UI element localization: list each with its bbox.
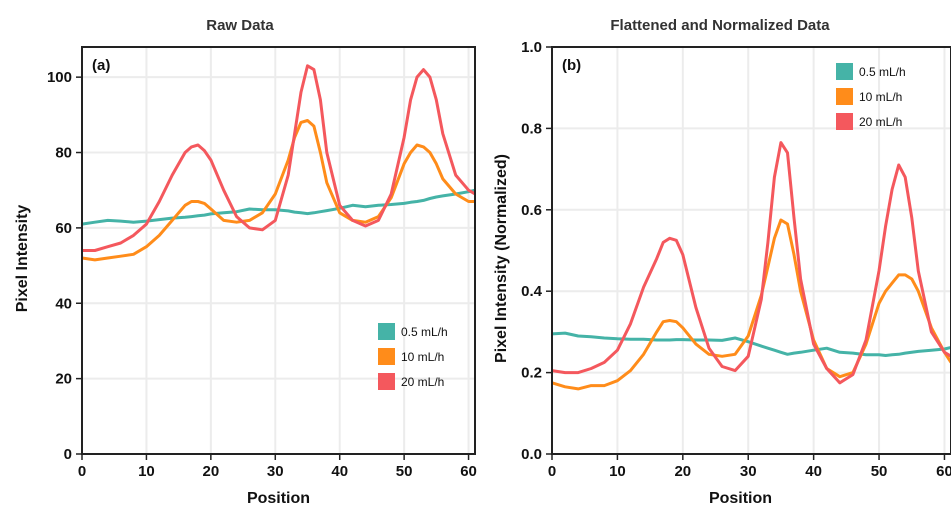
legend-swatch-2 [836,88,853,105]
x-tick-label: 20 [203,463,220,480]
x-tick-label: 30 [740,463,757,480]
legend: 0.5 mL/h 10 mL/h 20 mL/h [378,323,448,390]
plot-frame [551,46,951,455]
y-tick-label: 0.4 [521,283,543,300]
legend-label-2: 10 mL/h [401,350,444,364]
legend-swatch-1 [378,323,395,340]
legend-label-3: 20 mL/h [401,375,444,389]
legend-swatch-1 [836,63,853,80]
x-tick-label: 10 [138,463,155,480]
panel-label: (b) [562,57,581,74]
x-tick-label: 40 [331,463,348,480]
x-tick-label: 0 [548,463,556,480]
y-tick-label: 0.8 [521,120,542,137]
y-tick-label: 40 [55,295,72,312]
plot-frame [81,46,476,455]
y-tick-label: 0.0 [521,446,542,463]
chart-title: Raw Data [206,17,274,34]
legend-label-3: 20 mL/h [859,115,902,129]
x-tick-label: 50 [871,463,888,480]
legend-label-1: 0.5 mL/h [859,65,906,79]
legend-label-2: 10 mL/h [859,90,902,104]
series-line-1 [81,188,476,226]
plot-area [552,47,951,454]
y-tick-label: 0.6 [521,202,542,219]
series-line-3 [551,141,951,385]
y-tick-label: 100 [47,69,72,86]
y-tick-label: 0 [64,446,72,463]
y-axis-label: Pixel Intensity [14,205,31,313]
x-tick-label: 30 [267,463,284,480]
y-tick-label: 80 [55,145,72,162]
x-tick-label: 10 [609,463,626,480]
chart-title: Flattened and Normalized Data [610,17,830,34]
legend-label-1: 0.5 mL/h [401,325,448,339]
x-tick-label: 50 [396,463,413,480]
series-line-3 [82,64,476,252]
x-axis-label: Position [247,490,310,507]
series-line-2 [551,218,951,391]
x-axis-label: Position [709,490,772,507]
legend: 0.5 mL/h 10 mL/h 20 mL/h [836,63,906,130]
x-tick-label: 0 [78,463,86,480]
series-line-2 [81,119,475,262]
x-tick-label: 20 [674,463,691,480]
x-tick-label: 60 [936,463,951,480]
y-tick-label: 60 [55,220,72,237]
legend-swatch-3 [378,373,395,390]
y-tick-label: 20 [55,371,72,388]
chart-panel-1: 0 10 20 30 40 50 60 0 20 40 60 80 100 Raw Data (a) Posi… [14,17,477,507]
panel-label: (a) [92,57,110,74]
y-tick-label: 1.0 [521,39,542,56]
y-axis-label: Pixel Intensity (Normalized) [493,154,510,363]
legend-swatch-2 [378,348,395,365]
legend-swatch-3 [836,113,853,130]
x-tick-label: 40 [805,463,822,480]
chart-panel-2: 0 10 20 30 40 50 60 0.0 0.2 0.4 0.6 0.8 1.0 Flattened… [493,17,951,507]
y-tick-label: 0.2 [521,365,542,382]
x-tick-label: 60 [460,463,477,480]
series-line-1 [551,331,951,357]
